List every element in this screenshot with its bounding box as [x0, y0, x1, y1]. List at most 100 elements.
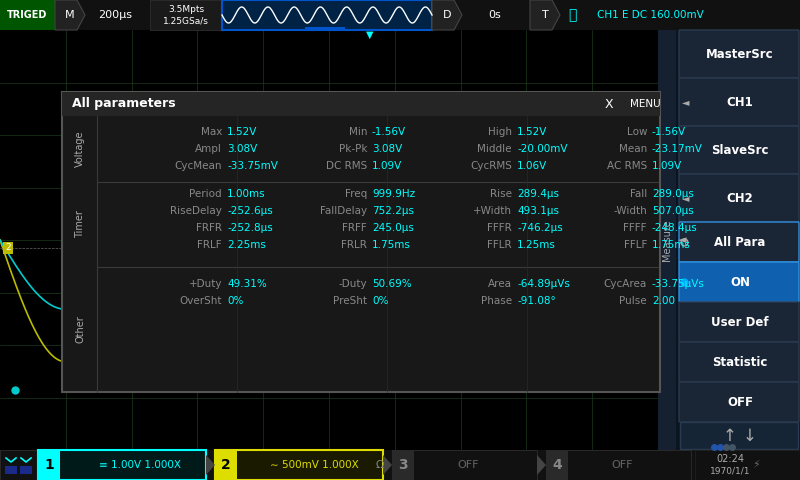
Text: Ω: Ω — [376, 460, 384, 470]
Text: 2: 2 — [5, 243, 11, 252]
Text: -Width: -Width — [614, 206, 647, 216]
Text: 507.0μs: 507.0μs — [652, 206, 694, 216]
Text: PreSht: PreSht — [333, 296, 367, 306]
Bar — [546, 450, 691, 480]
Text: ◄: ◄ — [682, 97, 690, 107]
Text: Pk-Pk: Pk-Pk — [338, 144, 367, 154]
Text: -746.2μs: -746.2μs — [517, 223, 562, 233]
Text: Other: Other — [75, 316, 85, 343]
Text: FRFR: FRFR — [196, 223, 222, 233]
Text: ◄: ◄ — [678, 235, 686, 245]
Text: -33.75mV: -33.75mV — [227, 161, 278, 171]
FancyBboxPatch shape — [679, 342, 799, 382]
Text: OFF: OFF — [458, 460, 478, 470]
Text: -1.56V: -1.56V — [372, 127, 406, 137]
Text: ON: ON — [730, 276, 750, 288]
Text: FFFR: FFFR — [487, 223, 512, 233]
Text: M: M — [65, 10, 75, 20]
Bar — [305, 27, 345, 30]
Bar — [38, 450, 60, 480]
Text: ⚡: ⚡ — [752, 460, 760, 470]
Text: OFF: OFF — [611, 460, 633, 470]
Text: 289.0μs: 289.0μs — [652, 189, 694, 199]
Text: 1.09V: 1.09V — [652, 161, 682, 171]
Text: 0%: 0% — [227, 296, 243, 306]
Text: 1.52V: 1.52V — [517, 127, 547, 137]
Text: CycMean: CycMean — [174, 161, 222, 171]
FancyBboxPatch shape — [679, 222, 799, 262]
Text: -20.00mV: -20.00mV — [517, 144, 567, 154]
Text: FRLF: FRLF — [198, 240, 222, 250]
Bar — [20, 466, 32, 474]
Text: CH2: CH2 — [726, 192, 754, 204]
Text: -23.17mV: -23.17mV — [652, 144, 703, 154]
Bar — [392, 450, 414, 480]
Bar — [5, 466, 17, 474]
Bar — [38, 450, 206, 480]
Text: 50.69%: 50.69% — [372, 279, 412, 289]
Text: 4: 4 — [552, 458, 562, 472]
Text: 3.5Mpts: 3.5Mpts — [168, 4, 204, 13]
Text: Mean: Mean — [618, 144, 647, 154]
Text: ↓: ↓ — [743, 427, 757, 445]
Bar — [0, 0, 800, 30]
FancyBboxPatch shape — [679, 174, 799, 222]
Bar — [0, 450, 800, 480]
Text: Period: Period — [190, 189, 222, 199]
FancyBboxPatch shape — [679, 126, 799, 174]
Bar — [215, 450, 383, 480]
Text: -252.6μs: -252.6μs — [227, 206, 273, 216]
Text: -91.08°: -91.08° — [517, 296, 556, 306]
Bar — [392, 450, 537, 480]
Text: Phase: Phase — [481, 296, 512, 306]
Text: 200μs: 200μs — [98, 10, 132, 20]
FancyBboxPatch shape — [679, 302, 799, 342]
FancyBboxPatch shape — [679, 78, 799, 126]
Text: 1970/1/1: 1970/1/1 — [710, 467, 750, 476]
Text: All Para: All Para — [714, 236, 766, 249]
Text: 289.4μs: 289.4μs — [517, 189, 559, 199]
Text: Timer: Timer — [75, 211, 85, 239]
Text: 999.9Hz: 999.9Hz — [372, 189, 415, 199]
Text: -248.4μs: -248.4μs — [652, 223, 698, 233]
Text: OFF: OFF — [727, 396, 753, 408]
Bar — [680, 422, 798, 449]
Text: X: X — [605, 97, 614, 110]
Text: -33.75μVs: -33.75μVs — [652, 279, 705, 289]
Text: 49.31%: 49.31% — [227, 279, 266, 289]
Text: 2.25ms: 2.25ms — [227, 240, 266, 250]
Text: 2.00: 2.00 — [652, 296, 675, 306]
Text: High: High — [488, 127, 512, 137]
Text: ↑: ↑ — [723, 427, 737, 445]
Text: 1.09V: 1.09V — [372, 161, 402, 171]
Text: 245.0μs: 245.0μs — [372, 223, 414, 233]
Text: -252.8μs: -252.8μs — [227, 223, 273, 233]
FancyBboxPatch shape — [679, 262, 799, 302]
Text: FRFF: FRFF — [342, 223, 367, 233]
Text: D: D — [442, 10, 451, 20]
Bar — [695, 450, 800, 480]
Text: 493.1μs: 493.1μs — [517, 206, 559, 216]
Text: 1.06V: 1.06V — [517, 161, 547, 171]
Text: Middle: Middle — [478, 144, 512, 154]
Bar — [658, 30, 800, 450]
Polygon shape — [383, 455, 392, 475]
Text: -64.89μVs: -64.89μVs — [517, 279, 570, 289]
Text: +Duty: +Duty — [189, 279, 222, 289]
Text: 1: 1 — [44, 458, 54, 472]
Text: Freq: Freq — [345, 189, 367, 199]
Text: 3: 3 — [398, 458, 408, 472]
Bar — [150, 0, 222, 30]
Text: Ampl: Ampl — [195, 144, 222, 154]
Text: 1.25ms: 1.25ms — [517, 240, 556, 250]
Text: +Width: +Width — [473, 206, 512, 216]
Polygon shape — [537, 455, 546, 475]
Text: 1.25GSa/s: 1.25GSa/s — [163, 16, 209, 25]
Text: FallDelay: FallDelay — [320, 206, 367, 216]
Text: ▼: ▼ — [366, 30, 374, 40]
Text: FFLR: FFLR — [487, 240, 512, 250]
Bar — [215, 450, 237, 480]
FancyBboxPatch shape — [679, 382, 799, 422]
Text: Min: Min — [349, 127, 367, 137]
Text: 3.08V: 3.08V — [372, 144, 402, 154]
